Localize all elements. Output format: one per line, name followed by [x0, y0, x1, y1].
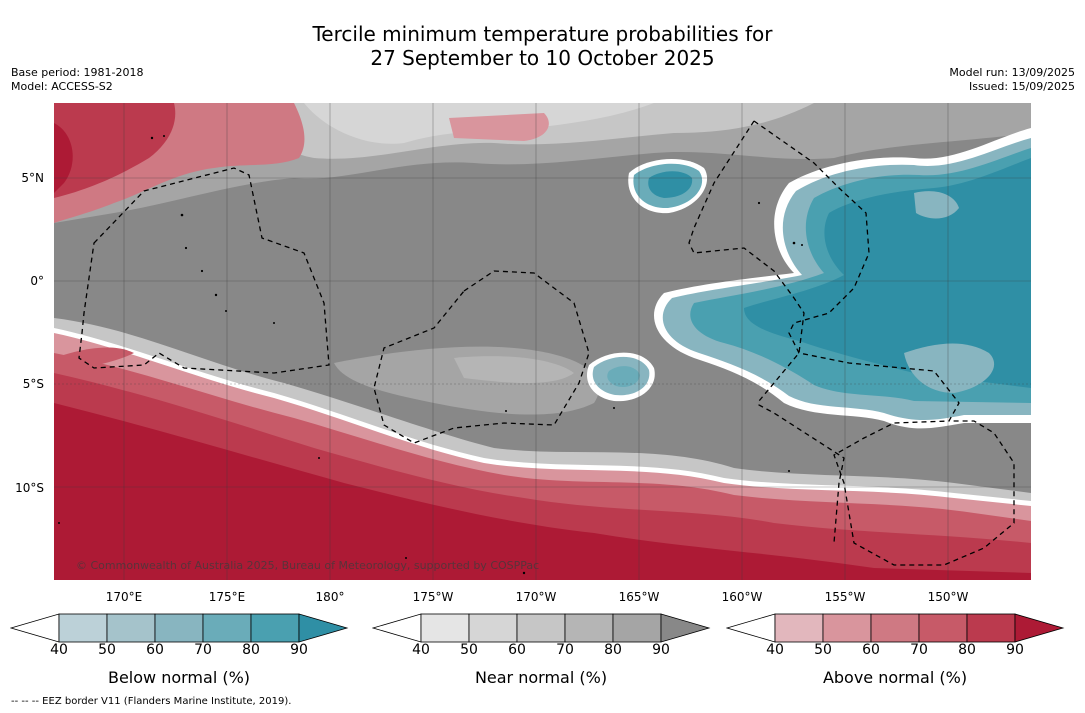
- below-extend-high: [298, 613, 349, 643]
- eez-borders: [78, 120, 1015, 566]
- below-tick-40: 40: [50, 642, 68, 658]
- below-swatch-4: [250, 613, 300, 643]
- below-swatches: [10, 613, 349, 643]
- model-run: Model run: 13/09/2025: [949, 66, 1075, 79]
- above-tick-60: 60: [862, 642, 880, 658]
- lat-label-5s: 5°S: [22, 377, 44, 391]
- below-swatch-0: [58, 613, 108, 643]
- issued-date: Issued: 15/09/2025: [968, 80, 1075, 93]
- lon-label-170w: 170°W: [515, 590, 557, 604]
- above-tick-40: 40: [766, 642, 784, 658]
- near-swatch-3: [564, 613, 614, 643]
- above-tick-80: 80: [958, 642, 976, 658]
- lon-label-175w: 175°W: [412, 590, 454, 604]
- near-swatch-0: [420, 613, 470, 643]
- above-normal-nw-core: [54, 103, 176, 198]
- lon-label-165w: 165°W: [618, 590, 660, 604]
- model-name: Model: ACCESS-S2: [11, 80, 113, 93]
- island-markers: [58, 135, 803, 575]
- above-swatch-4: [966, 613, 1016, 643]
- base-period: Base period: 1981-2018: [11, 66, 144, 79]
- below-normal-colorbar: [10, 613, 349, 643]
- lat-label-0: 0°: [30, 274, 44, 288]
- near-swatch-4: [612, 613, 662, 643]
- above-normal-label: Above normal (%): [822, 668, 968, 687]
- graticule: [54, 103, 1031, 580]
- near-tick-80: 80: [604, 642, 622, 658]
- above-swatch-1: [822, 613, 872, 643]
- map-canvas: [54, 103, 1031, 580]
- lon-label-150w: 150°W: [927, 590, 969, 604]
- above-extend-high: [1014, 613, 1065, 643]
- above-swatch-2: [870, 613, 920, 643]
- meta-right: Model run: 13/09/2025 Issued: 15/09/2025: [949, 66, 1075, 94]
- map-title: Tercile minimum temperature probabilitie…: [0, 22, 1085, 70]
- below-tick-80: 80: [242, 642, 260, 658]
- near-tick-50: 50: [460, 642, 478, 658]
- above-swatch-0: [774, 613, 824, 643]
- near-normal-label: Near normal (%): [474, 668, 608, 687]
- below-tick-90: 90: [290, 642, 308, 658]
- above-extend-low: [726, 613, 776, 643]
- below-swatch-3: [202, 613, 252, 643]
- near-tick-70: 70: [556, 642, 574, 658]
- below-tick-70: 70: [194, 642, 212, 658]
- below-extend-low: [10, 613, 60, 643]
- lat-label-10s: 10°S: [15, 481, 44, 495]
- probability-map: [54, 103, 1031, 580]
- near-tick-40: 40: [412, 642, 430, 658]
- lon-label-180: 180°: [315, 590, 345, 604]
- near-swatches: [372, 613, 711, 643]
- near-swatch-2: [516, 613, 566, 643]
- below-tick-50: 50: [98, 642, 116, 658]
- above-tick-90: 90: [1006, 642, 1024, 658]
- above-tick-50: 50: [814, 642, 832, 658]
- lon-label-170e: 170°E: [105, 590, 143, 604]
- near-tick-90: 90: [652, 642, 670, 658]
- below-swatch-1: [106, 613, 156, 643]
- above-tick-70: 70: [910, 642, 928, 658]
- near-tick-60: 60: [508, 642, 526, 658]
- lon-label-160w: 160°W: [721, 590, 763, 604]
- near-normal-colorbar: [372, 613, 711, 643]
- lon-label-175e: 175°E: [208, 590, 246, 604]
- near-extend-low: [372, 613, 422, 643]
- eez-footnote: -- -- -- EEZ border V11 (Flanders Marine…: [11, 696, 292, 707]
- above-normal-colorbar: [726, 613, 1065, 643]
- above-normal-north-patch: [449, 113, 549, 141]
- lon-label-155w: 155°W: [824, 590, 866, 604]
- copyright-notice: © Commonwealth of Australia 2025, Bureau…: [76, 559, 540, 572]
- near-extend-high: [660, 613, 711, 643]
- below-tick-60: 60: [146, 642, 164, 658]
- near-swatch-1: [468, 613, 518, 643]
- above-swatches: [726, 613, 1065, 643]
- title-line-1: Tercile minimum temperature probabilitie…: [312, 22, 773, 46]
- lat-label-5n: 5°N: [21, 171, 44, 185]
- title-line-2: 27 September to 10 October 2025: [370, 46, 715, 70]
- meta-left: Base period: 1981-2018 Model: ACCESS-S2: [11, 66, 143, 94]
- above-swatch-3: [918, 613, 968, 643]
- below-normal-label: Below normal (%): [107, 668, 251, 687]
- below-swatch-2: [154, 613, 204, 643]
